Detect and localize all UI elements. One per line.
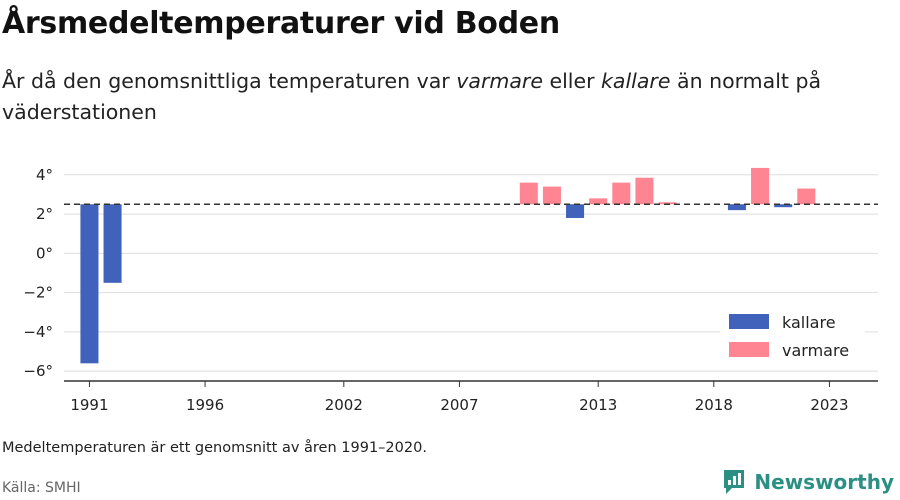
y-tick-label: −4° (23, 323, 53, 341)
y-tick-label: 0° (36, 244, 53, 262)
legend-label-kallare: kallare (782, 313, 836, 332)
x-tick-label: 2013 (579, 396, 617, 414)
subtitle-part-2: eller (542, 69, 602, 93)
subtitle-part-3: än normalt på väderstationen (2, 69, 822, 124)
bar-varmare-2014 (612, 182, 631, 205)
x-tick-label: 1991 (70, 396, 108, 414)
bar-varmare-2010 (519, 182, 538, 205)
bar-kallare-2021 (774, 204, 793, 208)
y-tick-label: 2° (36, 205, 53, 223)
y-tick-label: −6° (23, 362, 53, 380)
y-tick-label: −2° (23, 284, 53, 302)
x-tick-label: 2018 (695, 396, 733, 414)
bar-kallare-2012 (566, 204, 585, 218)
brand-name: Newsworthy (754, 470, 894, 494)
bar-kallare-1991 (80, 204, 99, 364)
footnote: Medeltemperaturen är ett genomsnitt av å… (2, 440, 427, 456)
legend-swatch-kallare (729, 314, 769, 329)
x-tick-label: 2002 (325, 396, 363, 414)
newsworthy-logo-icon (724, 470, 745, 494)
bar-varmare-2011 (542, 186, 561, 205)
x-tick-label: 2023 (810, 396, 848, 414)
legend-swatch-varmare (729, 342, 769, 357)
bar-kallare-2019 (727, 204, 746, 211)
bar-varmare-2020 (751, 167, 770, 205)
chart-subtitle: År då den genomsnittliga temperaturen va… (2, 66, 882, 128)
subtitle-colder: kallare (601, 69, 671, 93)
bar-kallare-1992 (103, 204, 122, 283)
subtitle-warmer: varmare (456, 69, 543, 93)
brand: Newsworthy (722, 468, 894, 496)
x-tick-label: 2007 (440, 396, 478, 414)
bar-varmare-2022 (797, 188, 816, 205)
chart-title: Årsmedeltemperaturer vid Boden (2, 6, 560, 41)
source-label: Källa: SMHI (2, 480, 81, 496)
x-tick-label: 1996 (186, 396, 224, 414)
bar-varmare-2013 (589, 198, 608, 205)
bar-varmare-2015 (635, 177, 654, 205)
y-tick-label: 4° (36, 166, 53, 184)
bar-varmare-2016 (658, 202, 677, 205)
subtitle-part-1: År då den genomsnittliga temperaturen va… (2, 69, 457, 93)
legend-label-varmare: varmare (782, 341, 849, 360)
bar-chart: −6° −4° −2° 0° 2° 4° 1991 1996 2002 2007 2013 2018 2… (23, 166, 878, 414)
